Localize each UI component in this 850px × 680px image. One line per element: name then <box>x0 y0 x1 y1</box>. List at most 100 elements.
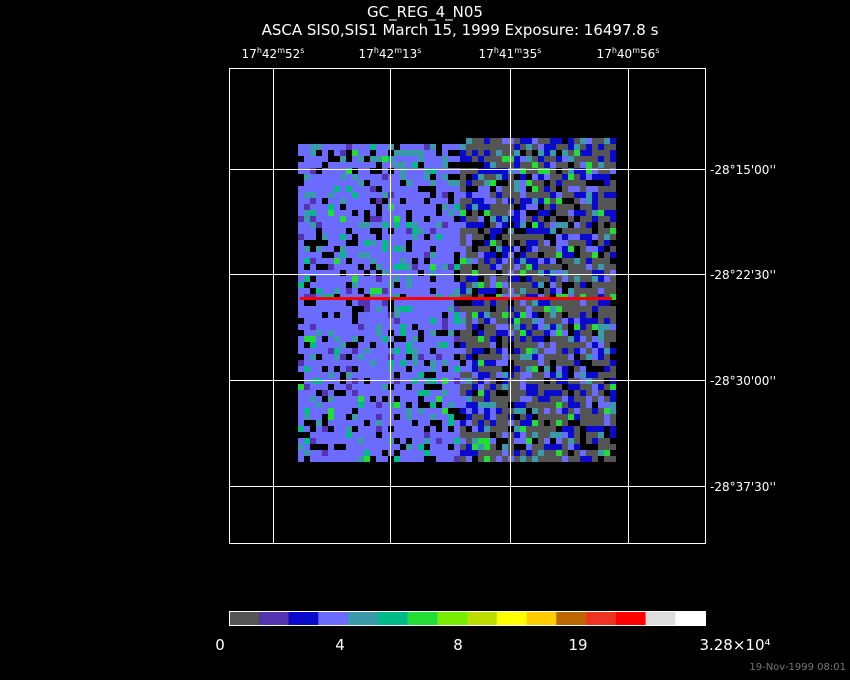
pixel <box>376 300 382 306</box>
pixel <box>466 390 472 396</box>
pixel <box>514 234 520 240</box>
pixel <box>610 372 616 378</box>
pixel <box>592 228 598 234</box>
pixel <box>472 270 478 276</box>
pixel <box>394 174 400 180</box>
pixel <box>316 180 322 186</box>
pixel <box>346 366 352 372</box>
pixel <box>514 168 520 174</box>
pixel <box>436 330 442 336</box>
pixel <box>604 144 610 150</box>
pixel <box>448 288 454 294</box>
pixel <box>448 258 454 264</box>
pixel <box>598 150 604 156</box>
pixel <box>592 174 598 180</box>
pixel <box>556 396 562 402</box>
pixel <box>430 270 436 276</box>
pixel <box>430 144 436 150</box>
pixel <box>382 360 388 366</box>
pixel <box>430 342 436 348</box>
pixel <box>526 288 532 294</box>
pixel <box>586 252 592 258</box>
pixel <box>298 276 304 282</box>
pixel <box>526 252 532 258</box>
pixel <box>376 288 382 294</box>
pixel <box>442 372 448 378</box>
pixel <box>568 360 574 366</box>
pixel <box>538 216 544 222</box>
pixel <box>610 444 616 450</box>
pixel <box>310 156 316 162</box>
pixel <box>526 210 532 216</box>
pixel <box>484 138 490 144</box>
pixel <box>334 210 340 216</box>
pixel <box>574 216 580 222</box>
pixel <box>610 234 616 240</box>
pixel <box>562 246 568 252</box>
pixel <box>412 336 418 342</box>
pixel <box>466 432 472 438</box>
colorbar-segment <box>348 611 379 625</box>
pixel <box>514 372 520 378</box>
pixel <box>604 342 610 348</box>
pixel <box>460 384 466 390</box>
pixel <box>346 282 352 288</box>
pixel <box>514 438 520 444</box>
pixel <box>310 336 316 342</box>
pixel <box>454 150 460 156</box>
pixel <box>592 336 598 342</box>
pixel <box>544 450 550 456</box>
pixel <box>526 408 532 414</box>
colorbar-segment <box>288 611 319 625</box>
pixel <box>460 210 466 216</box>
pixel <box>328 348 334 354</box>
pixel <box>490 186 496 192</box>
pixel <box>370 342 376 348</box>
pixel <box>364 336 370 342</box>
pixel <box>328 402 334 408</box>
pixel <box>424 168 430 174</box>
pixel <box>418 330 424 336</box>
pixel <box>334 168 340 174</box>
pixel <box>358 402 364 408</box>
pixel <box>442 360 448 366</box>
pixel <box>550 222 556 228</box>
pixel <box>550 252 556 258</box>
pixel <box>472 324 478 330</box>
pixel <box>490 318 496 324</box>
pixel <box>358 372 364 378</box>
pixel <box>544 432 550 438</box>
pixel <box>568 228 574 234</box>
pixel <box>364 384 370 390</box>
pixel <box>376 168 382 174</box>
pixel <box>364 390 370 396</box>
pixel <box>406 366 412 372</box>
pixel <box>478 252 484 258</box>
pixel <box>310 348 316 354</box>
pixel <box>352 420 358 426</box>
pixel <box>382 432 388 438</box>
pixel <box>424 384 430 390</box>
pixel <box>604 282 610 288</box>
pixel <box>514 144 520 150</box>
pixel <box>562 372 568 378</box>
pixel <box>304 330 310 336</box>
pixel <box>556 336 562 342</box>
pixel <box>586 306 592 312</box>
pixel <box>424 186 430 192</box>
pixel <box>502 420 508 426</box>
pixel <box>538 264 544 270</box>
pixel <box>298 252 304 258</box>
pixel <box>430 408 436 414</box>
pixel <box>592 288 598 294</box>
pixel <box>442 210 448 216</box>
pixel <box>520 324 526 330</box>
pixel <box>370 144 376 150</box>
pixel <box>604 438 610 444</box>
pixel <box>430 402 436 408</box>
pixel <box>382 300 388 306</box>
pixel <box>352 168 358 174</box>
pixel <box>310 210 316 216</box>
pixel <box>598 366 604 372</box>
pixel <box>430 204 436 210</box>
